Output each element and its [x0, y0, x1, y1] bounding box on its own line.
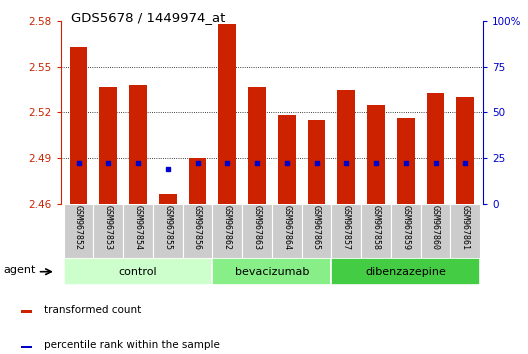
Text: GSM967856: GSM967856 — [193, 205, 202, 250]
Bar — [248, 87, 266, 204]
Text: GSM967863: GSM967863 — [252, 205, 261, 250]
Bar — [427, 93, 445, 204]
Bar — [21, 346, 32, 348]
Text: GSM967855: GSM967855 — [163, 205, 172, 250]
Bar — [21, 310, 32, 313]
Bar — [242, 204, 272, 258]
Text: control: control — [119, 267, 157, 277]
Bar — [70, 47, 88, 204]
Bar — [99, 87, 117, 204]
Bar — [421, 204, 450, 258]
Text: GSM967860: GSM967860 — [431, 205, 440, 250]
Text: GSM967852: GSM967852 — [74, 205, 83, 250]
Bar — [397, 119, 414, 204]
Bar — [129, 85, 147, 204]
Bar — [153, 204, 183, 258]
Bar — [219, 24, 236, 204]
Text: bevacizumab: bevacizumab — [235, 267, 309, 277]
Bar — [272, 204, 301, 258]
Bar — [301, 204, 332, 258]
Text: agent: agent — [3, 266, 35, 275]
Bar — [278, 115, 296, 204]
Text: GSM967853: GSM967853 — [104, 205, 113, 250]
Bar — [450, 204, 480, 258]
Bar — [123, 204, 153, 258]
Bar — [308, 120, 325, 204]
Bar — [93, 204, 123, 258]
Bar — [361, 204, 391, 258]
Bar — [332, 258, 480, 285]
Bar — [332, 204, 361, 258]
Bar — [159, 194, 177, 204]
Text: GSM967854: GSM967854 — [134, 205, 143, 250]
Text: GSM967865: GSM967865 — [312, 205, 321, 250]
Text: GSM967858: GSM967858 — [372, 205, 381, 250]
Bar — [188, 158, 206, 204]
Text: GSM967861: GSM967861 — [461, 205, 470, 250]
Bar — [212, 204, 242, 258]
Text: GSM967857: GSM967857 — [342, 205, 351, 250]
Bar — [64, 204, 93, 258]
Text: GSM967862: GSM967862 — [223, 205, 232, 250]
Text: GSM967864: GSM967864 — [282, 205, 291, 250]
Bar — [212, 258, 332, 285]
Bar — [367, 105, 385, 204]
Bar — [64, 258, 212, 285]
Bar — [183, 204, 212, 258]
Text: GSM967859: GSM967859 — [401, 205, 410, 250]
Text: transformed count: transformed count — [43, 305, 141, 315]
Bar — [456, 97, 474, 204]
Text: dibenzazepine: dibenzazepine — [365, 267, 446, 277]
Text: GDS5678 / 1449974_at: GDS5678 / 1449974_at — [71, 11, 225, 24]
Bar — [337, 90, 355, 204]
Text: percentile rank within the sample: percentile rank within the sample — [43, 340, 219, 350]
Bar — [391, 204, 421, 258]
